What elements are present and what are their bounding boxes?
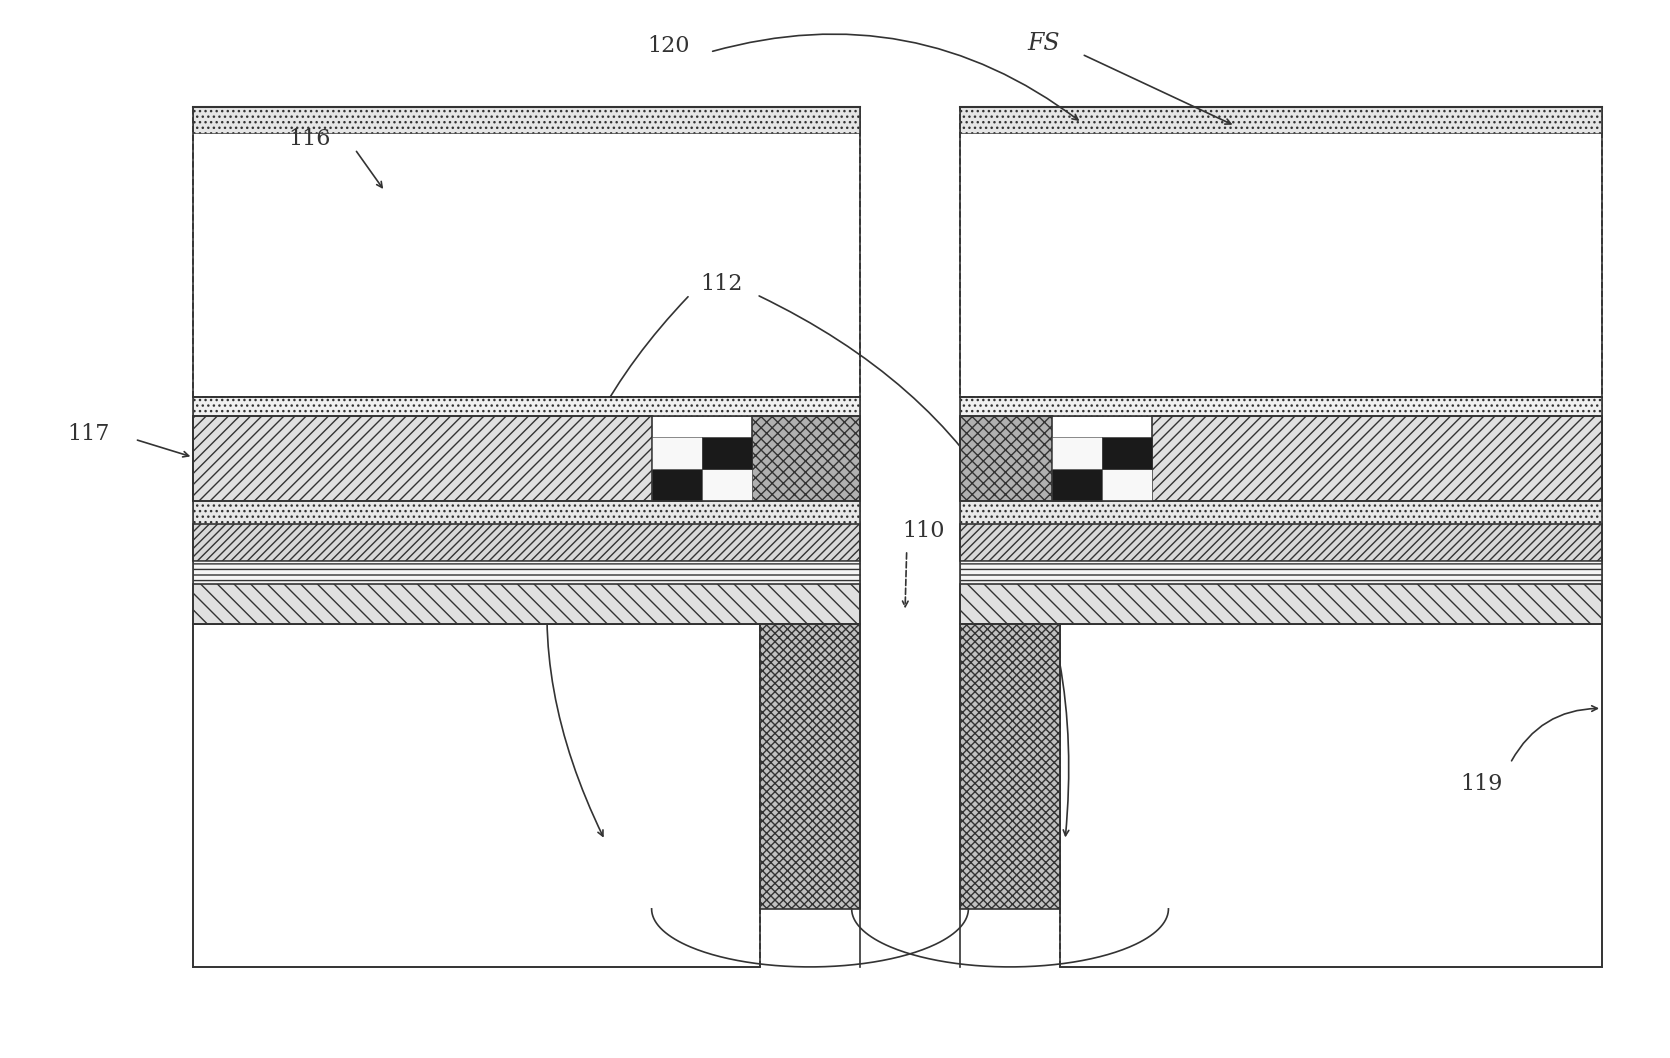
Bar (960, 107, 1602, 397)
Bar (194, 107, 860, 397)
Bar (1060, 624, 1602, 967)
Bar (1102, 469, 1152, 500)
Text: 118: 118 (1465, 589, 1506, 612)
Bar (752, 416, 860, 500)
Bar (701, 469, 752, 500)
Bar (1052, 437, 1102, 469)
Bar (960, 584, 1602, 624)
Text: 112: 112 (700, 273, 743, 295)
Text: 119: 119 (1461, 773, 1503, 796)
Bar (960, 397, 1602, 416)
Bar (194, 416, 651, 500)
Text: 110: 110 (902, 521, 945, 542)
Bar (194, 397, 860, 416)
Bar (960, 416, 1052, 500)
Bar (1052, 469, 1102, 500)
Text: 120: 120 (646, 35, 690, 57)
Bar (960, 107, 1602, 133)
Bar (960, 561, 1602, 584)
Bar (1152, 416, 1602, 500)
Bar (960, 500, 1602, 524)
Bar (194, 107, 860, 133)
Bar (194, 561, 860, 584)
Bar (651, 437, 701, 469)
Bar (960, 624, 1060, 909)
Bar (960, 397, 1602, 624)
Bar (194, 624, 760, 967)
Bar (194, 397, 860, 624)
Text: 116: 116 (289, 128, 331, 149)
Bar (960, 524, 1602, 561)
Bar (194, 584, 860, 624)
Text: FS: FS (1027, 32, 1060, 55)
Bar (1102, 437, 1152, 469)
Bar (194, 416, 860, 500)
Bar (701, 437, 752, 469)
Text: 117: 117 (67, 423, 109, 445)
Bar (651, 469, 701, 500)
Bar (194, 500, 860, 524)
Bar (960, 416, 1602, 500)
Bar (194, 524, 860, 561)
Bar (760, 624, 860, 909)
